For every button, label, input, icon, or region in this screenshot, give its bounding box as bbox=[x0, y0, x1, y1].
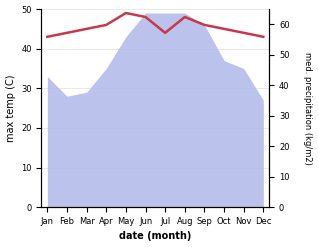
X-axis label: date (month): date (month) bbox=[119, 231, 191, 242]
Y-axis label: med. precipitation (kg/m2): med. precipitation (kg/m2) bbox=[303, 52, 313, 165]
Y-axis label: max temp (C): max temp (C) bbox=[5, 74, 16, 142]
